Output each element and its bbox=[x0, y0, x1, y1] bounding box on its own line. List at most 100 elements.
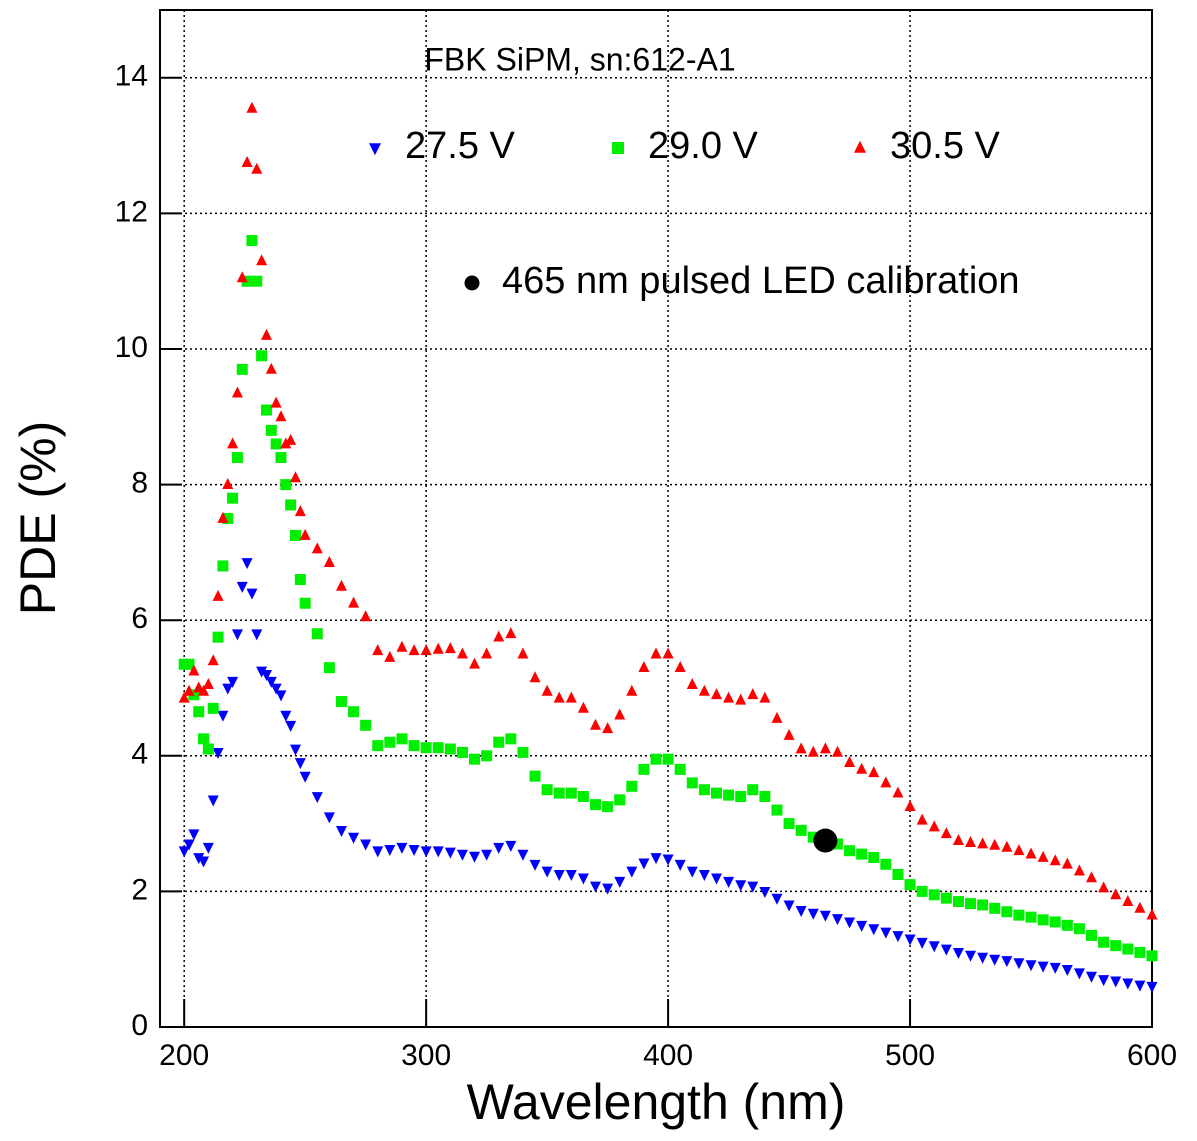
y-tick-label: 14 bbox=[115, 60, 148, 93]
data-point bbox=[553, 870, 565, 882]
data-point bbox=[289, 529, 301, 541]
data-point bbox=[831, 745, 843, 757]
data-point bbox=[517, 849, 529, 861]
y-tick-label: 2 bbox=[131, 873, 148, 906]
data-point bbox=[856, 920, 868, 932]
data-point bbox=[198, 733, 210, 745]
data-point bbox=[227, 492, 239, 504]
data-point bbox=[965, 898, 977, 910]
data-point bbox=[674, 661, 686, 673]
data-point bbox=[916, 885, 928, 897]
data-point bbox=[747, 784, 759, 796]
data-point bbox=[1122, 978, 1134, 990]
data-point bbox=[289, 471, 301, 483]
data-point bbox=[227, 437, 239, 449]
data-point bbox=[771, 804, 783, 816]
data-point bbox=[1110, 888, 1122, 900]
data-point bbox=[1001, 956, 1013, 968]
data-point bbox=[807, 831, 819, 843]
data-point bbox=[662, 753, 674, 765]
data-point bbox=[256, 350, 268, 362]
data-point bbox=[880, 858, 892, 870]
data-point bbox=[246, 588, 258, 600]
data-point bbox=[626, 866, 638, 878]
data-point bbox=[795, 742, 807, 754]
data-point bbox=[1073, 968, 1085, 980]
data-point bbox=[236, 271, 248, 283]
legend-marker bbox=[854, 140, 866, 153]
data-point bbox=[638, 858, 650, 870]
x-axis-title: Wavelength (nm) bbox=[467, 1074, 846, 1130]
data-point bbox=[289, 744, 301, 756]
data-point bbox=[565, 787, 577, 799]
data-point bbox=[505, 733, 517, 745]
data-point bbox=[614, 794, 626, 806]
data-point bbox=[241, 558, 253, 570]
data-point bbox=[231, 629, 243, 641]
data-point bbox=[188, 829, 200, 841]
data-point bbox=[977, 899, 989, 911]
data-point bbox=[813, 828, 838, 853]
data-point bbox=[275, 410, 287, 422]
data-point bbox=[323, 662, 335, 674]
data-point bbox=[723, 876, 735, 888]
data-point bbox=[577, 701, 589, 713]
data-point bbox=[372, 846, 384, 858]
data-point bbox=[275, 690, 287, 702]
data-point bbox=[844, 845, 856, 857]
data-point bbox=[1122, 894, 1134, 906]
data-point bbox=[1037, 914, 1049, 926]
data-point bbox=[285, 433, 297, 445]
y-tick-label: 10 bbox=[115, 331, 148, 364]
data-point bbox=[577, 873, 589, 885]
data-point bbox=[202, 678, 214, 690]
data-point bbox=[807, 745, 819, 757]
y-tick-label: 8 bbox=[131, 467, 148, 500]
data-point bbox=[868, 924, 880, 936]
data-point bbox=[565, 691, 577, 703]
data-point bbox=[1037, 850, 1049, 862]
data-point bbox=[553, 691, 565, 703]
data-point bbox=[335, 696, 347, 708]
data-point bbox=[280, 710, 292, 722]
data-point bbox=[1073, 864, 1085, 876]
data-point bbox=[260, 404, 272, 416]
data-point bbox=[207, 654, 219, 666]
data-point bbox=[1013, 909, 1025, 921]
data-point bbox=[977, 952, 989, 964]
data-point bbox=[686, 678, 698, 690]
data-point bbox=[783, 728, 795, 740]
data-point bbox=[940, 827, 952, 839]
data-point bbox=[989, 954, 1001, 966]
data-point bbox=[747, 688, 759, 700]
data-point bbox=[265, 676, 277, 688]
data-point bbox=[831, 914, 843, 926]
data-point bbox=[348, 832, 360, 844]
data-point bbox=[590, 799, 602, 811]
data-point bbox=[217, 710, 229, 722]
data-point bbox=[202, 743, 214, 755]
data-point bbox=[856, 848, 868, 860]
x-tick-label: 300 bbox=[401, 1039, 451, 1072]
data-point bbox=[674, 859, 686, 871]
data-point bbox=[469, 657, 481, 669]
data-point bbox=[1073, 923, 1085, 935]
data-point bbox=[892, 868, 904, 880]
data-point bbox=[299, 597, 311, 609]
data-point bbox=[747, 881, 759, 893]
data-point bbox=[541, 784, 553, 796]
data-point bbox=[294, 574, 306, 586]
data-point bbox=[217, 511, 229, 523]
data-point bbox=[251, 275, 263, 287]
data-point bbox=[1086, 929, 1098, 941]
data-point bbox=[183, 839, 195, 851]
data-point bbox=[311, 542, 323, 554]
data-point bbox=[1110, 940, 1122, 952]
data-point bbox=[856, 762, 868, 774]
data-point bbox=[236, 363, 248, 375]
data-point bbox=[469, 753, 481, 765]
data-point bbox=[831, 838, 843, 850]
data-point bbox=[260, 328, 272, 340]
data-point bbox=[916, 937, 928, 949]
data-point bbox=[1098, 975, 1110, 987]
